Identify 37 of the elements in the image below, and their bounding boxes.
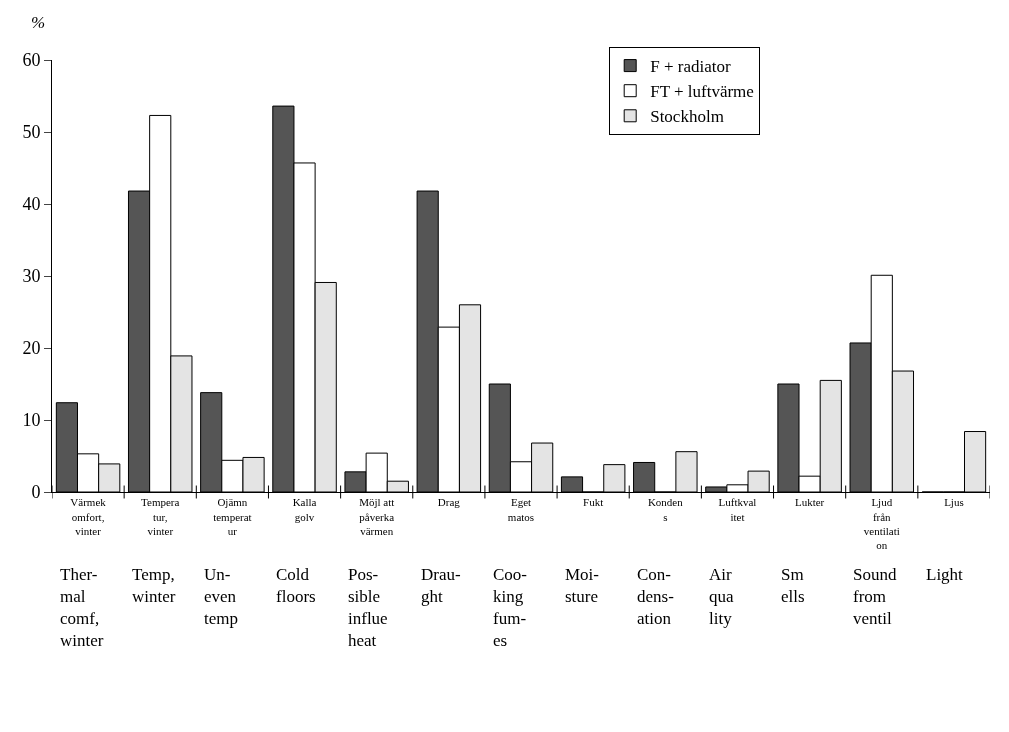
x-tick-label: Drag	[437, 496, 461, 509]
text: Drau- ght	[421, 565, 461, 607]
y-axis-title: %	[31, 13, 46, 32]
text: Un- even temp	[204, 565, 238, 629]
text: Light	[926, 565, 964, 584]
y-tick-label: 60	[22, 50, 41, 71]
x-tick-label: Tempera tur, vinter	[141, 496, 180, 537]
text: Con- dens- ation	[637, 565, 675, 629]
y-tick-label: 10	[22, 410, 41, 431]
y-tick-label: 50	[22, 122, 41, 143]
x-tick-label: Kalla golv	[292, 496, 317, 523]
text: Pos- sible influe heat	[348, 565, 388, 651]
x-tick-label: Lukter	[794, 496, 825, 509]
text: Cold floors	[276, 565, 316, 607]
legend-label: F + radiator	[650, 57, 731, 77]
text: Coo- king fum- es	[493, 565, 528, 651]
x-tick-label: Fukt	[583, 496, 604, 509]
legend-label: Stockholm	[650, 107, 724, 127]
x-tick-label: Konden s	[647, 496, 684, 523]
y-tick-label: 40	[22, 194, 41, 215]
y-tick-label: 30	[22, 266, 41, 287]
legend-label: FT + luftvärme	[650, 82, 754, 102]
x-tick-label: Ljus	[944, 496, 964, 509]
y-tick-label: 20	[22, 338, 41, 359]
text: Air qua lity	[709, 565, 734, 629]
x-tick-label: Värmek omfort, vinter	[70, 496, 107, 537]
x-tick-label: Möjl att påverka värmen	[359, 496, 395, 537]
x-tick-label: Ojämn temperat ur	[213, 496, 252, 537]
text: Moi- sture	[565, 565, 600, 607]
text: Sm ells	[781, 565, 805, 607]
y-tick-label: 0	[31, 482, 41, 503]
x-tick-label: Luftkval itet	[718, 496, 757, 523]
text: Temp, winter	[132, 565, 176, 607]
x-tick-label: Ljud från ventilati on	[863, 496, 900, 552]
x-tick-label: Eget matos	[507, 496, 535, 523]
text: Ther- mal comf, winter	[60, 565, 104, 651]
text: Sound from ventil	[853, 565, 897, 629]
